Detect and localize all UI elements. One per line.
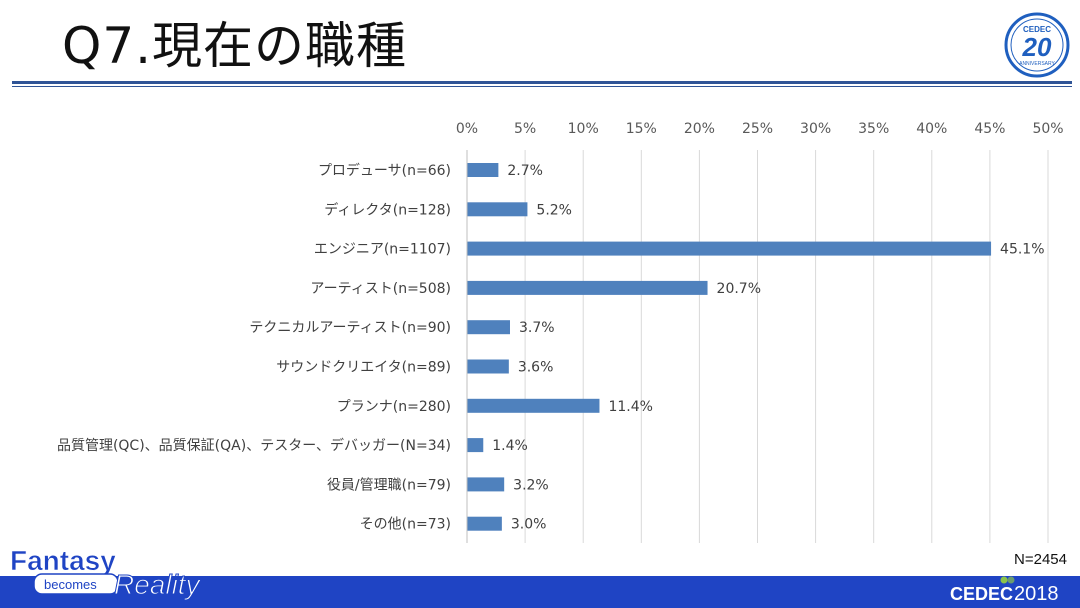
category-label: プロデューサ(n=66) — [318, 162, 451, 179]
bar — [467, 516, 502, 531]
x-tick-label: 15% — [626, 121, 657, 137]
data-label: 3.6% — [518, 360, 554, 376]
x-tick-label: 10% — [568, 121, 599, 137]
bar — [467, 241, 992, 256]
bar — [467, 398, 600, 413]
data-label: 45.1% — [1000, 242, 1044, 258]
bar — [467, 477, 505, 492]
logo-word-becomes: becomes — [44, 577, 97, 592]
category-label: 役員/管理職(n=79) — [327, 477, 451, 493]
data-label: 5.2% — [536, 202, 572, 218]
category-label: プランナ(n=280) — [337, 399, 451, 415]
x-tick-label: 30% — [800, 121, 831, 137]
logo-word-fantasy: Fantasy — [10, 545, 116, 576]
x-tick-label: 45% — [974, 121, 1005, 137]
job-type-bar-chart: 0% 5% 10% 15% 20% 25% 30% 35% 40% 45% 50% プロデューサ(n=… — [57, 121, 1064, 543]
category-label: 品質管理(QC)、品質保証(QA)、テスター、デバッガー(N=34) — [57, 437, 451, 454]
badge-number: 20 — [1022, 32, 1052, 62]
data-label: 3.0% — [511, 517, 547, 533]
bar — [467, 438, 484, 453]
data-label: 3.2% — [513, 477, 549, 493]
x-tick-label: 20% — [684, 121, 715, 137]
footer-brand-name: CEDEC — [950, 584, 1013, 604]
category-label: アーティスト(n=508) — [310, 281, 451, 297]
category-label: テクニカルアーティスト(n=90) — [249, 320, 451, 336]
fantasy-becomes-reality-logo: Fantasy becomes Reality — [10, 545, 202, 601]
bar — [467, 163, 499, 177]
data-label: 3.7% — [519, 320, 555, 336]
data-label: 20.7% — [717, 281, 761, 297]
footer-brand-year: 2018 — [1014, 583, 1059, 605]
x-tick-label: 5% — [514, 121, 536, 137]
category-label: エンジニア(n=1107) — [314, 242, 451, 258]
sample-size-label: N=2454 — [1014, 551, 1067, 568]
bar — [467, 280, 708, 295]
footer-bar — [0, 576, 1080, 608]
bar — [467, 202, 528, 217]
x-tick-label: 25% — [742, 121, 773, 137]
bar — [467, 359, 509, 374]
x-tick-label: 40% — [916, 121, 947, 137]
x-tick-label: 0% — [456, 121, 478, 137]
logo-word-reality: Reality — [114, 569, 202, 600]
x-tick-label: 35% — [858, 121, 889, 137]
data-label: 11.4% — [608, 399, 652, 415]
bar — [467, 320, 510, 335]
badge-brand: CEDEC — [1023, 25, 1051, 34]
watermark-icon — [1000, 576, 1015, 584]
cedec-2018-logo: CEDEC 2018 — [950, 583, 1059, 605]
slide-title: Q7.現在の職種 — [62, 17, 408, 75]
badge-word: ANNIVERSARY — [1019, 61, 1055, 67]
category-label: ディレクタ(n=128) — [324, 201, 451, 218]
x-tick-label: 50% — [1032, 121, 1063, 137]
data-label: 1.4% — [492, 438, 528, 454]
data-label: 2.7% — [507, 163, 543, 179]
title-underline — [12, 81, 1072, 84]
anniversary-badge-logo: CEDEC 20 ANNIVERSARY — [1004, 12, 1070, 78]
category-label: サウンドクリエイタ(n=89) — [276, 360, 451, 376]
title-underline-thin — [12, 86, 1072, 87]
category-label: その他(n=73) — [360, 517, 451, 533]
